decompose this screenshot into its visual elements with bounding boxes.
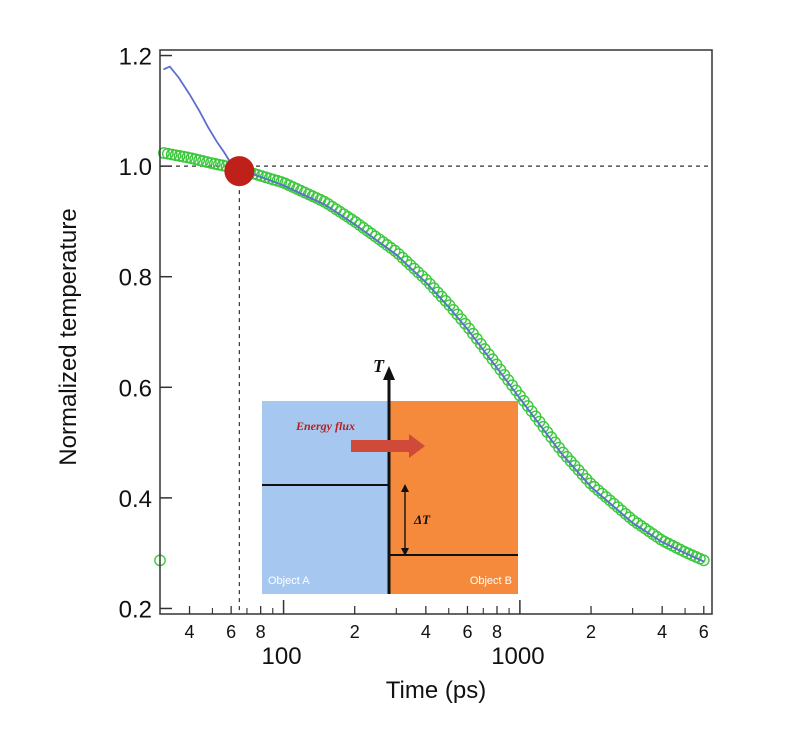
fit-marker [408, 262, 421, 275]
fit-marker [611, 501, 624, 514]
y-tick-label: 0.4 [119, 486, 152, 513]
x-minor-tick-label: 2 [586, 622, 596, 642]
fit-marker [427, 282, 440, 295]
fit-marker [416, 270, 429, 282]
y-tick-label: 0.2 [119, 596, 152, 623]
fit-marker [431, 286, 444, 299]
fit-marker [392, 248, 405, 260]
fit-marker [435, 290, 448, 303]
energy-flux-inset: T Energy flux ΔT Object A Object B [262, 356, 518, 594]
fit-marker [161, 147, 174, 160]
fit-marker [697, 554, 710, 567]
x-minor-tick-label: 4 [657, 622, 667, 642]
x-minor-tick-label: 4 [421, 622, 431, 642]
x-minor-tick-label: 8 [492, 622, 502, 642]
delta-t-label: ΔT [413, 512, 431, 527]
fit-marker [619, 507, 632, 520]
temperature-axis-arrowhead [383, 366, 395, 380]
energy-flux-label: Energy flux [295, 419, 355, 433]
fit-marker [623, 511, 636, 524]
fit-marker [584, 477, 597, 490]
fit-marker [165, 148, 178, 161]
fit-marker [420, 273, 432, 286]
x-axis-label: Time (ps) [386, 677, 486, 704]
fit-marker [404, 259, 417, 271]
y-tick-label: 1.2 [119, 44, 152, 71]
fit-marker [424, 278, 436, 290]
x-minor-tick-label: 4 [185, 622, 195, 642]
fit-marker [158, 147, 170, 159]
fit-marker [600, 491, 612, 503]
delta-t-arrowhead-down [401, 548, 409, 556]
energy-flux-arrow-body [351, 440, 409, 452]
fit-marker [412, 266, 425, 279]
y-tick-label: 0.8 [119, 265, 152, 292]
y-tick-label: 1.0 [119, 154, 152, 181]
fit-marker [596, 487, 608, 500]
x-minor-tick-label: 2 [350, 622, 360, 642]
fit-marker [169, 149, 182, 162]
fit-marker [177, 150, 190, 163]
x-minor-tick-label: 6 [226, 622, 236, 642]
x-minor-tick-label: 8 [256, 622, 266, 642]
fit-marker [615, 504, 628, 517]
fit-marker [603, 494, 616, 507]
fit-marker [607, 497, 620, 510]
object-a-label: Object A [268, 575, 310, 587]
energy-flux-arrowhead [409, 434, 425, 458]
object-a-region [262, 401, 389, 594]
y-axis-label: Normalized temperature [55, 208, 82, 465]
temperature-axis-label: T [373, 356, 385, 376]
object-b-region [389, 401, 518, 594]
fit-marker [439, 295, 452, 307]
x-minor-tick-label: 6 [699, 622, 709, 642]
y-tick-label: 0.6 [119, 375, 152, 402]
fit-marker [396, 251, 409, 264]
fit-marker [588, 480, 601, 493]
simulation-line [163, 65, 705, 563]
plot-frame [159, 49, 713, 615]
crossover-point [224, 156, 255, 187]
fit-marker [173, 150, 186, 162]
x-major-tick-label: 100 [262, 643, 302, 670]
fit-marker [400, 255, 413, 268]
x-major-tick-label: 1000 [491, 643, 544, 670]
object-b-label: Object B [470, 575, 512, 587]
delta-t-arrowhead-up [401, 484, 409, 492]
x-minor-tick-label: 6 [462, 622, 472, 642]
fit-marker [592, 484, 605, 497]
